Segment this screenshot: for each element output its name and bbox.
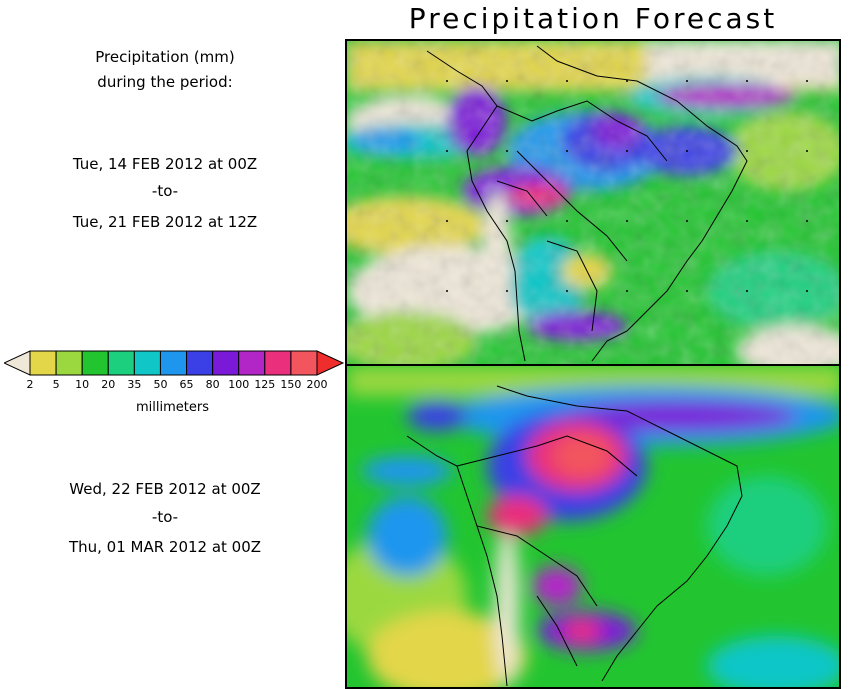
period1-start: Tue, 14 FEB 2012 at 00Z <box>72 155 258 173</box>
colorbar-tick-labels: 2 5 10 20 35 50 65 80 100 125 150 200 <box>0 378 345 394</box>
colorbar-cell <box>264 350 292 376</box>
forecast-map-period1 <box>345 39 841 366</box>
colorbar-cell <box>186 350 214 376</box>
period1-separator: -to- <box>151 182 179 200</box>
colorbar-tick-label: 125 <box>254 378 276 391</box>
coastline <box>426 50 526 362</box>
colorbar-cell <box>55 350 83 376</box>
colorbar-cell <box>107 350 135 376</box>
colorbar-tick-label: 2 <box>26 378 34 391</box>
border <box>456 435 638 667</box>
legend-heading-line2: during the period: <box>97 73 233 91</box>
colorbar-tick-label: 100 <box>228 378 250 391</box>
colorbar-cell <box>290 350 318 376</box>
period2-end: Thu, 01 MAR 2012 at 00Z <box>68 538 262 556</box>
colorbar-tick-label: 150 <box>280 378 302 391</box>
border <box>496 100 668 332</box>
colorbar-tick-label: 35 <box>127 378 142 391</box>
colorbar-high-arrow <box>316 350 345 376</box>
colorbar-cell <box>238 350 266 376</box>
colorbar-cell <box>212 350 240 376</box>
colorbar-cell <box>133 350 161 376</box>
period2-start: Wed, 22 FEB 2012 at 00Z <box>69 480 261 498</box>
colorbar-tick-label: 50 <box>153 378 168 391</box>
forecast-map-period2 <box>345 364 841 689</box>
period1-end: Tue, 21 FEB 2012 at 12Z <box>72 213 258 231</box>
chart-title: Precipitation Forecast <box>408 2 778 35</box>
colorbar-low-arrow <box>4 350 31 376</box>
legend-heading-line1: Precipitation (mm) <box>95 48 235 66</box>
colorbar-tick-label: 200 <box>306 378 328 391</box>
colorbar-tick-label: 10 <box>75 378 90 391</box>
colorbar-tick-label: 80 <box>205 378 220 391</box>
colorbar-cell <box>159 350 188 376</box>
coastline <box>536 45 748 362</box>
period2-separator: -to- <box>151 508 179 526</box>
coastline <box>496 385 743 682</box>
colorbar <box>4 350 345 376</box>
colorbar-cell <box>29 350 57 376</box>
colorbar-cell <box>81 350 109 376</box>
colorbar-unit: millimeters <box>136 400 209 415</box>
colorbar-tick-label: 65 <box>179 378 194 391</box>
colorbar-tick-label: 20 <box>101 378 116 391</box>
colorbar-tick-label: 5 <box>52 378 60 391</box>
